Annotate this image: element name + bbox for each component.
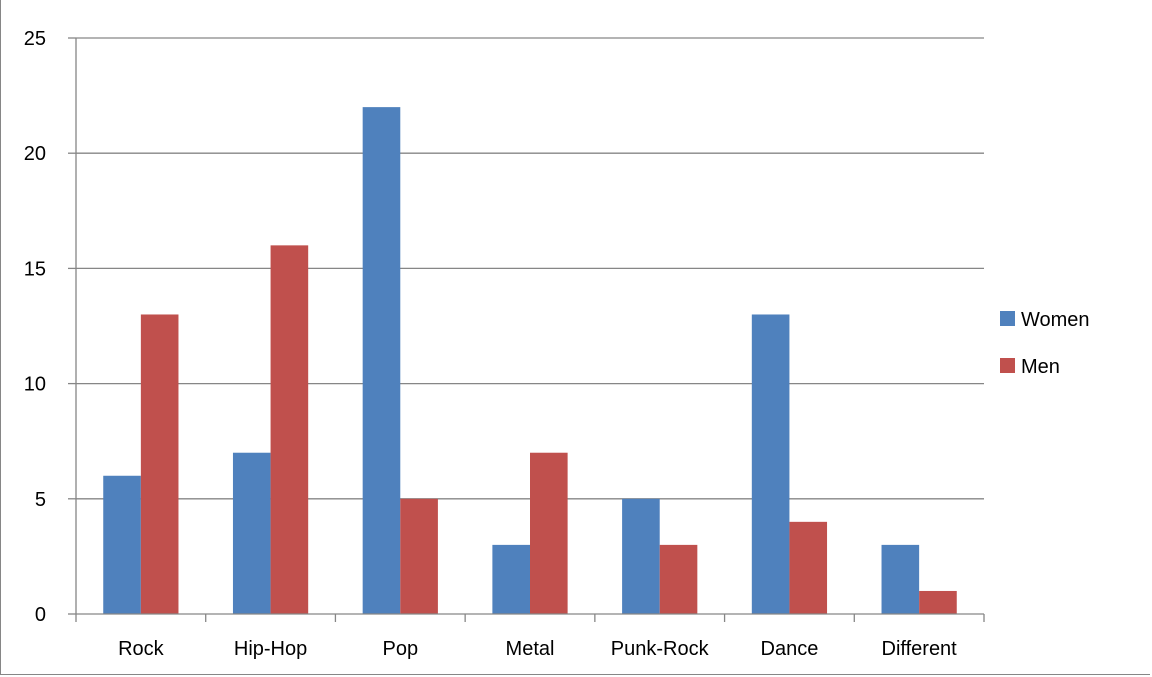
axes bbox=[68, 37, 985, 622]
bar-women-rock bbox=[103, 475, 141, 614]
bar-women-metal bbox=[492, 544, 530, 614]
bar-women-different bbox=[881, 544, 920, 614]
bar-men-different bbox=[919, 590, 957, 614]
y-tick-label: 10 bbox=[24, 374, 46, 396]
y-tick-label: 15 bbox=[24, 258, 46, 280]
x-tick-label: Pop bbox=[382, 638, 418, 660]
x-tick-label: Rock bbox=[118, 638, 165, 660]
legend-label-women: Women bbox=[1021, 309, 1090, 331]
y-tick-label: 0 bbox=[35, 604, 46, 626]
bar-women-dance bbox=[751, 314, 790, 614]
x-tick-label: Metal bbox=[506, 638, 555, 660]
x-tick-label: Punk-Rock bbox=[611, 638, 710, 660]
y-tick-label: 25 bbox=[24, 28, 46, 50]
gridlines bbox=[76, 37, 984, 500]
bar-women-hip-hop bbox=[232, 452, 271, 614]
bar-men-punk-rock bbox=[659, 544, 698, 614]
x-tick-label: Hip-Hop bbox=[234, 638, 307, 660]
bar-men-pop bbox=[400, 498, 438, 614]
bar-men-metal bbox=[530, 452, 568, 614]
x-tick-label: Different bbox=[882, 638, 958, 660]
bar-men-dance bbox=[789, 521, 828, 614]
y-tick-label: 20 bbox=[24, 143, 46, 165]
bar-men-hip-hop bbox=[270, 245, 309, 615]
bar-men-rock bbox=[140, 314, 179, 614]
y-tick-labels: 0 5 10 15 20 25 bbox=[24, 28, 46, 626]
legend-label-men: Men bbox=[1021, 356, 1060, 378]
y-tick-label: 5 bbox=[35, 489, 46, 511]
legend-swatch-women bbox=[1000, 311, 1015, 326]
legend: Women Men bbox=[1000, 309, 1090, 378]
bars bbox=[103, 107, 957, 615]
legend-swatch-men bbox=[1000, 358, 1015, 373]
bar-women-punk-rock bbox=[622, 498, 660, 614]
bar-women-pop bbox=[362, 107, 401, 615]
x-tick-label: Dance bbox=[761, 638, 819, 660]
x-tick-labels: Rock Hip-Hop Pop Metal Punk-Rock Dance Differe… bbox=[118, 638, 957, 660]
